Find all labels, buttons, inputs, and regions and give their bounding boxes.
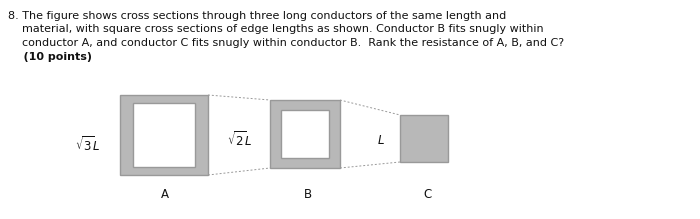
Bar bbox=[120, 95, 208, 175]
Text: material, with square cross sections of edge lengths as shown. Conductor B fits : material, with square cross sections of … bbox=[8, 25, 544, 35]
Text: conductor A, and conductor C fits snugly within conductor B.  Rank the resistanc: conductor A, and conductor C fits snugly… bbox=[8, 38, 564, 48]
Text: A: A bbox=[161, 188, 169, 201]
Text: $\sqrt{2}L$: $\sqrt{2}L$ bbox=[227, 131, 252, 149]
Text: (10 points): (10 points) bbox=[8, 51, 92, 62]
Bar bbox=[133, 103, 195, 167]
Text: $\sqrt{3}L$: $\sqrt{3}L$ bbox=[75, 136, 100, 154]
Text: 8. The figure shows cross sections through three long conductors of the same len: 8. The figure shows cross sections throu… bbox=[8, 11, 506, 21]
Text: $L$: $L$ bbox=[377, 134, 385, 147]
Text: B: B bbox=[304, 188, 312, 201]
Bar bbox=[400, 115, 448, 162]
Bar bbox=[281, 110, 329, 158]
Bar bbox=[270, 100, 340, 168]
Text: C: C bbox=[424, 188, 432, 201]
